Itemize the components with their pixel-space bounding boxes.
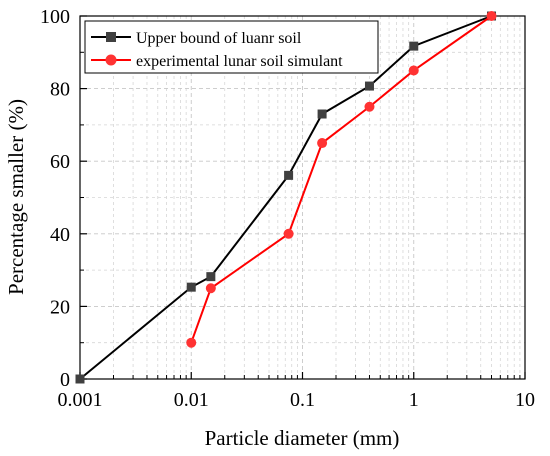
- series-1-point: [283, 228, 294, 239]
- x-tick-label: 1: [409, 389, 419, 411]
- series-0-point: [284, 170, 294, 180]
- series-1-point: [317, 138, 328, 149]
- series-1-point: [186, 337, 197, 348]
- grid: [80, 16, 525, 379]
- series-0-point: [186, 282, 196, 292]
- series-1-point: [486, 11, 497, 21]
- series-0-point: [317, 109, 327, 119]
- y-tick-label: 0: [60, 369, 70, 391]
- y-tick-label: 20: [50, 296, 70, 318]
- legend-box: [84, 20, 379, 74]
- x-tick-label: 0.01: [174, 389, 209, 411]
- series-1-point: [205, 283, 216, 294]
- legend-label-simulant: experimental lunar soil simulant: [136, 53, 343, 70]
- x-tick-label: 0.001: [58, 389, 103, 411]
- x-ticks: 0.001 0.01 0.1 1 10: [58, 372, 535, 411]
- series-layer: [75, 11, 497, 384]
- x-tick-label: 0.1: [290, 389, 315, 411]
- y-axis-title: Percentage smaller (%): [4, 99, 28, 295]
- series-0-point: [206, 272, 216, 282]
- series-0-point: [364, 81, 374, 91]
- series-1-point: [364, 101, 375, 112]
- series-1-point: [408, 65, 419, 76]
- y-ticks: 0 20 40 60 80 100: [40, 6, 87, 391]
- legend: Upper bound of luanr soil experimental l…: [84, 20, 379, 74]
- legend-label-upper-bound: Upper bound of luanr soil: [136, 30, 302, 47]
- y-tick-label: 80: [50, 79, 70, 101]
- series-0-point: [409, 41, 419, 51]
- y-tick-label: 40: [50, 224, 70, 246]
- series-0-point: [75, 374, 85, 384]
- legend-marker-upper-bound: [106, 32, 116, 42]
- x-tick-label: 10: [515, 389, 535, 411]
- y-tick-label: 60: [50, 151, 70, 173]
- x-axis-title: Particle diameter (mm): [205, 426, 400, 450]
- legend-marker-simulant: [105, 54, 117, 66]
- y-tick-label: 100: [40, 6, 70, 28]
